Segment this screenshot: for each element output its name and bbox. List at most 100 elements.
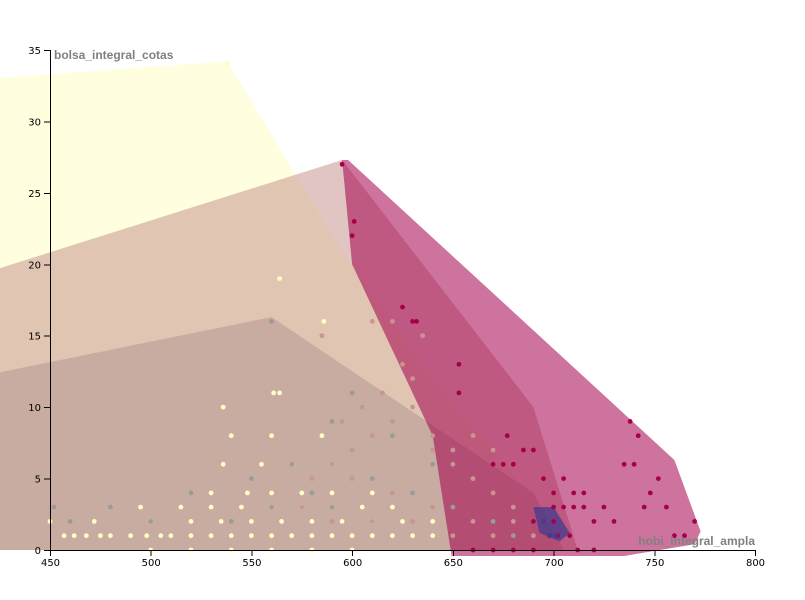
series-2-point	[369, 476, 375, 481]
series-1-point	[309, 533, 315, 539]
x-tick-label: 500	[142, 558, 161, 569]
series-2-point	[269, 319, 274, 324]
x-axis-title: hobi_integral_ampla	[638, 534, 755, 548]
series-4-point	[621, 461, 627, 467]
x-ticks: 450 500 550 600 650 700 750 800	[41, 550, 765, 569]
series-1-point	[299, 490, 305, 496]
series-4-point	[414, 319, 419, 324]
series-1-point	[158, 533, 164, 539]
series-5-point	[553, 533, 558, 539]
series-3-point	[299, 504, 305, 510]
series-1-point	[359, 504, 365, 510]
series-2-point	[67, 519, 73, 524]
series-4-point	[627, 419, 633, 424]
series-3-point	[420, 333, 425, 339]
series-4-point	[551, 504, 556, 510]
series-2-point	[410, 490, 415, 496]
series-1-point	[208, 490, 214, 496]
series-1-point	[188, 533, 194, 539]
series-1-point	[208, 533, 214, 539]
series-4-point	[339, 161, 345, 167]
series-4-point	[410, 319, 415, 324]
series-1-point	[128, 533, 134, 539]
series-1-point	[259, 461, 264, 467]
y-ticks: 0 5 10 15 20 25 30 35	[28, 46, 50, 557]
series-1-point	[220, 404, 226, 410]
series-1-point	[430, 533, 436, 539]
series-1-point	[369, 533, 375, 539]
series-4-point	[500, 461, 506, 467]
series-2-point	[228, 519, 234, 524]
series-2-point	[490, 519, 496, 524]
series-4-point	[531, 447, 536, 453]
series-3-point	[380, 390, 385, 396]
series-3-point	[369, 319, 375, 324]
x-tick-label: 750	[645, 558, 664, 569]
y-tick-label: 20	[28, 260, 41, 271]
series-1-point	[138, 504, 144, 510]
series-1-point	[83, 533, 89, 539]
series-3-point	[490, 447, 496, 453]
series-1-point	[279, 519, 284, 524]
series-2-point	[510, 533, 516, 539]
series-1-point	[144, 533, 150, 539]
series-1-point	[245, 490, 250, 496]
series-3-point	[430, 433, 436, 439]
series-1-point	[410, 533, 415, 539]
series-2-point	[349, 390, 355, 396]
series-3-point	[450, 461, 456, 467]
series-3-point	[329, 519, 335, 524]
series-4-point	[571, 490, 577, 496]
series-1-point	[61, 533, 67, 539]
series-3-point	[349, 447, 355, 453]
series-2-point	[430, 461, 436, 467]
series-4-point	[655, 476, 661, 481]
series-3-point	[390, 490, 395, 496]
series-3-point	[359, 404, 365, 410]
y-axis-title: bolsa_integral_cotas	[54, 48, 174, 62]
series-2-point	[269, 504, 274, 510]
series-4-point	[504, 433, 510, 439]
series-4-point	[664, 504, 669, 510]
series-5-point	[547, 533, 552, 539]
series-4-point	[567, 533, 573, 539]
series-2-point	[390, 433, 395, 439]
series-3-hull	[0, 160, 578, 550]
series-4-point	[581, 504, 587, 510]
series-2-point	[249, 476, 254, 481]
series-3-point	[319, 333, 325, 339]
y-tick-label: 15	[28, 332, 41, 343]
series-3-point	[329, 461, 335, 467]
series-3-point	[410, 519, 415, 524]
series-5-hull	[533, 507, 570, 542]
y-tick-label: 0	[35, 546, 41, 557]
series-1-point	[329, 490, 335, 496]
x-tick-label: 700	[545, 558, 564, 569]
series-3-point	[369, 433, 375, 439]
series-3-point	[490, 533, 496, 539]
series-1-point	[91, 519, 97, 524]
series-3-point	[400, 361, 405, 367]
series-3-point	[339, 419, 345, 424]
series-3-point	[369, 519, 375, 524]
series-4-point	[456, 390, 462, 396]
x-tick-label: 450	[41, 558, 60, 569]
series-2-point	[289, 461, 295, 467]
series-4-point	[521, 447, 526, 453]
series-3-point	[470, 476, 476, 481]
series-1-point	[430, 519, 436, 524]
series-1-point	[220, 461, 226, 467]
series-1-point	[228, 533, 234, 539]
y-tick-label: 5	[35, 475, 41, 486]
series-1-point	[289, 533, 295, 539]
series-4-point	[551, 519, 556, 524]
series-3-point	[490, 490, 496, 496]
series-3-point	[349, 476, 355, 481]
series-4-point	[400, 304, 405, 310]
series-3-point	[410, 404, 415, 410]
series-4-point	[349, 233, 355, 239]
x-tick-label: 600	[343, 558, 362, 569]
point-layer	[47, 61, 697, 553]
series-1-point	[319, 433, 325, 439]
